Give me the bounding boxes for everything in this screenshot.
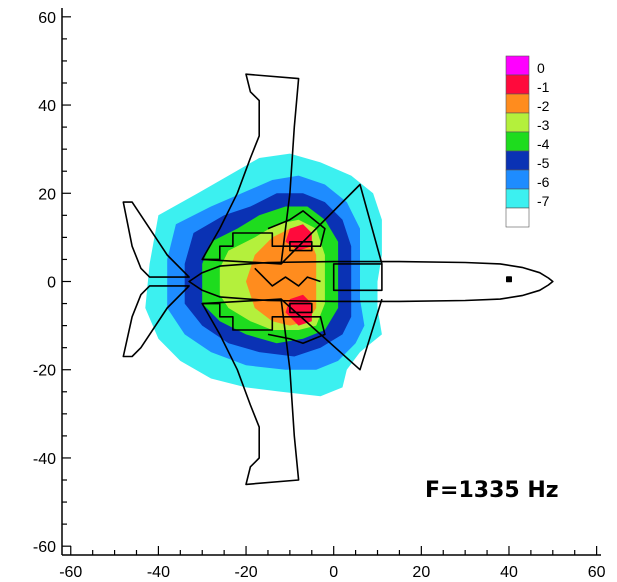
aircraft-wing-root-upper	[280, 183, 383, 265]
legend-label: -7	[537, 193, 550, 209]
aircraft-wing-lower	[201, 298, 300, 486]
y-tick-label: 40	[38, 98, 56, 115]
aircraft-center-zig	[254, 267, 321, 287]
frequency-annotation: F=1335 Hz	[425, 478, 559, 503]
aircraft-tail-upper	[122, 201, 190, 278]
legend-label: -5	[537, 155, 550, 171]
y-tick-label: -40	[33, 451, 56, 468]
contour-level-minus1-6	[285, 224, 312, 251]
legend-swatch	[505, 55, 530, 76]
x-tick-label: 40	[500, 564, 518, 581]
y-tick-label: 20	[38, 186, 56, 203]
legend-label: -2	[537, 98, 550, 114]
legend-swatch	[505, 150, 530, 171]
aircraft-cabin-box	[332, 263, 383, 292]
x-tick-label: 60	[588, 564, 606, 581]
legend-swatch	[505, 112, 530, 133]
aircraft-inner-upper	[202, 210, 326, 261]
legend-label: -6	[537, 174, 550, 190]
x-tick-label: 0	[329, 564, 338, 581]
aircraft-inner-lower	[202, 302, 326, 345]
x-tick-label: -60	[59, 564, 82, 581]
y-tick-label: 60	[38, 10, 56, 27]
legend-swatch	[505, 131, 530, 152]
plot-area	[122, 73, 554, 486]
legend-swatch	[505, 207, 530, 228]
y-tick-label: -20	[33, 363, 56, 380]
legend-label: -1	[537, 79, 550, 95]
aircraft-nacelle-lower	[289, 302, 313, 314]
aircraft-nacelle-upper	[289, 241, 313, 252]
legend-label: -4	[537, 136, 550, 152]
y-tick-label: -60	[33, 539, 56, 556]
legend-swatch	[505, 169, 530, 190]
aircraft-nose-mark	[505, 276, 513, 283]
aircraft-tail-lower	[122, 285, 190, 358]
aircraft-fuselage	[188, 260, 554, 303]
legend: 0 -1 -2 -3 -4 -5 -6 -7	[505, 55, 550, 228]
aircraft-wing-upper	[201, 73, 300, 265]
legend-swatch	[505, 188, 530, 209]
x-tick-label: -20	[234, 564, 257, 581]
aircraft-wing-root-lower	[280, 298, 383, 371]
legend-swatch	[505, 93, 530, 114]
x-tick-label: 20	[412, 564, 430, 581]
legend-label: 0	[537, 60, 545, 76]
legend-swatch	[505, 74, 530, 95]
contour-level-minus1-7	[285, 294, 312, 326]
x-tick-label: -40	[147, 564, 170, 581]
legend-label: -3	[537, 117, 550, 133]
y-tick-label: 0	[47, 275, 56, 292]
